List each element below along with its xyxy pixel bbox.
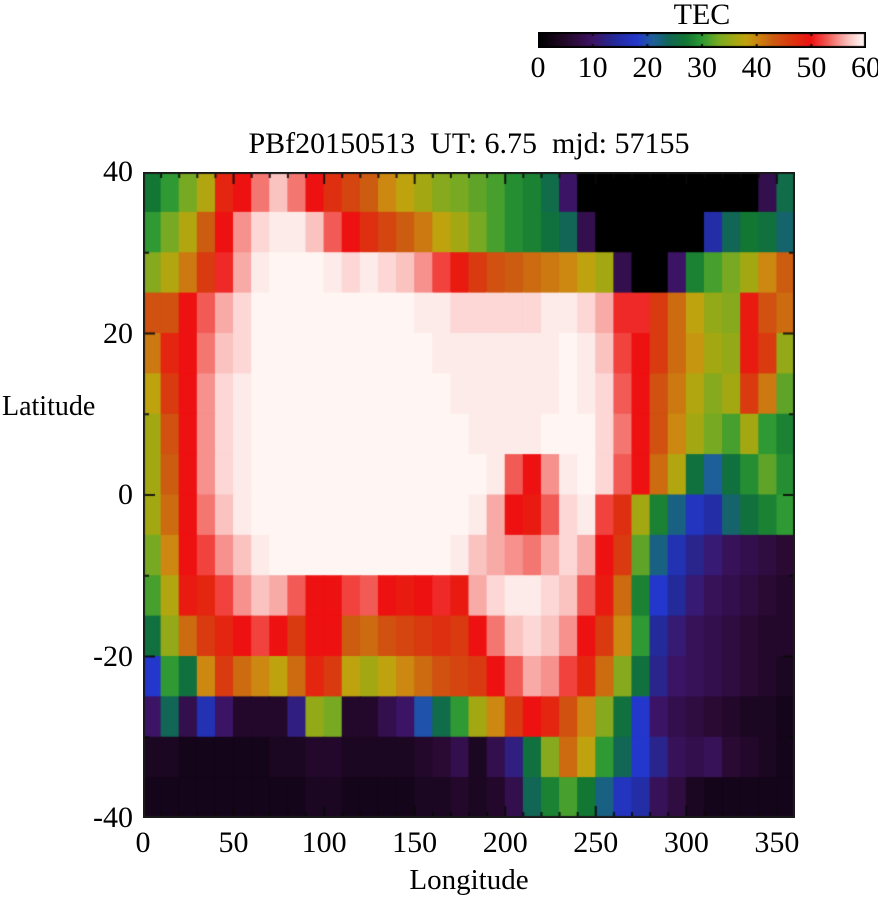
- y-tick-label: 40: [103, 155, 133, 188]
- colorbar-title: TEC: [673, 0, 731, 31]
- colorbar: [538, 32, 866, 48]
- y-axis-label: Latitude: [2, 391, 96, 422]
- x-tick-label: 100: [301, 826, 347, 859]
- y-tick-label: 0: [118, 478, 133, 511]
- colorbar-tick-label: 30: [687, 51, 717, 84]
- colorbar-tick-label: 60: [851, 51, 878, 84]
- plot-title: PBf20150513 UT: 6.75 mjd: 57155: [248, 127, 690, 160]
- x-tick-label: 150: [392, 826, 438, 859]
- x-tick-label: 0: [135, 826, 151, 859]
- colorbar-tick-label: 20: [632, 51, 663, 84]
- colorbar-tick-label: 0: [530, 51, 546, 84]
- x-tick-label: 250: [573, 826, 619, 859]
- y-tick-label: -20: [93, 639, 133, 673]
- y-tick-label: -40: [93, 801, 133, 834]
- colorbar-tick-label: 10: [577, 51, 608, 84]
- x-tick-label: 300: [663, 826, 709, 859]
- x-tick-label: 350: [754, 826, 800, 859]
- x-tick-label: 50: [218, 826, 249, 859]
- tec-heatmap: [143, 172, 795, 818]
- y-tick-label: 20: [103, 316, 133, 350]
- x-tick-label: 200: [482, 826, 528, 859]
- colorbar-tick-label: 40: [741, 51, 772, 84]
- x-axis-label: Longitude: [409, 864, 529, 896]
- colorbar-tick-label: 50: [796, 51, 827, 84]
